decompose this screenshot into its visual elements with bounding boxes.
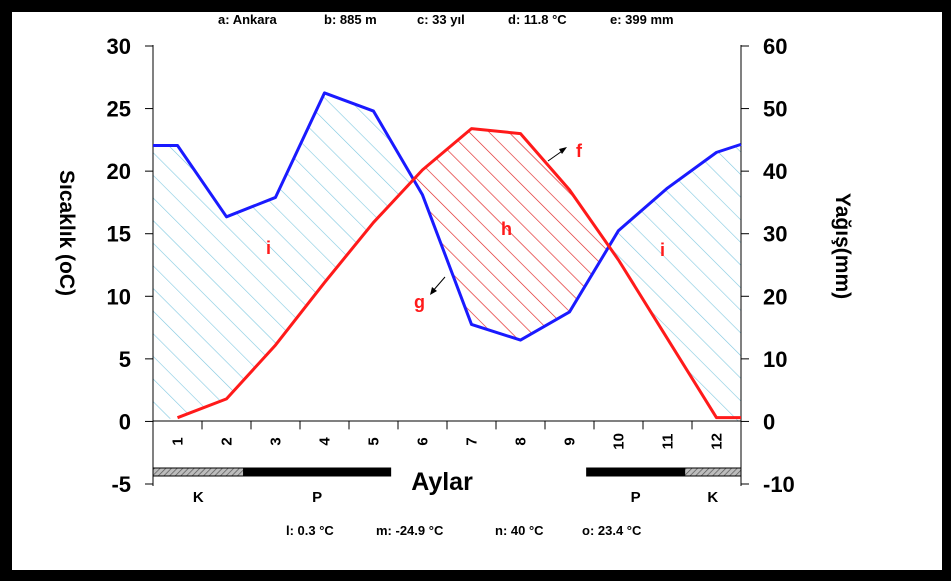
x-ticks: 1 2 3 4 5 6 7 8 9 10 11 12 [152, 421, 742, 450]
right-tick-label: 60 [763, 34, 787, 59]
humid-area [275, 92, 325, 346]
right-tick-label: 30 [763, 222, 787, 247]
month-label: 5 [366, 437, 383, 445]
series-lines [153, 91, 742, 420]
month-label: 10 [611, 433, 628, 450]
humid-area [667, 152, 717, 418]
season-label: K [707, 489, 718, 506]
header: a: Ankara b: 885 m c: 33 yıl d: 11.8 °C … [218, 12, 674, 27]
precipitation-line [153, 91, 742, 342]
humid-area [153, 145, 178, 422]
month-label: 8 [513, 437, 530, 445]
season-label: P [312, 489, 322, 506]
month-label: 6 [415, 437, 432, 445]
left-tick-label: 5 [119, 347, 131, 372]
season-bar-solid [243, 467, 392, 477]
arid-area [569, 189, 609, 312]
annotation-i-left: i [266, 238, 271, 258]
annotation-g-arrowhead [430, 287, 437, 295]
annotation-i-right: i [660, 240, 665, 260]
season-bar-hatched [684, 467, 742, 477]
header-mean-temp: d: 11.8 °C [508, 12, 567, 27]
header-annual-precip: e: 399 mm [610, 12, 674, 27]
left-tick-label: 30 [107, 34, 131, 59]
season-bar-solid [586, 467, 686, 477]
left-tick-label: 10 [107, 284, 131, 309]
right-tick-label: 0 [763, 409, 775, 434]
month-label: 4 [317, 437, 334, 446]
left-tick-label: 25 [107, 97, 131, 122]
season-label: K [193, 489, 204, 506]
shaded-areas [153, 92, 741, 422]
month-label: 1 [170, 437, 187, 445]
left-axis-title: Sıcaklık (oC) [55, 170, 78, 296]
left-tick-label: 20 [107, 159, 131, 184]
month-label: 11 [660, 433, 677, 449]
plot-axes [152, 45, 742, 486]
arid-area [520, 133, 570, 341]
humid-area [226, 197, 276, 399]
annotation-h: h [501, 219, 512, 239]
left-y-ticks: 30 25 20 15 10 5 0 -5 [107, 34, 153, 497]
arid-area [471, 128, 521, 341]
humid-area [618, 188, 668, 339]
humid-area [373, 111, 414, 223]
header-years: c: 33 yıl [417, 12, 465, 27]
temperature-line [176, 127, 741, 420]
season-label: P [631, 489, 641, 506]
footer-abs-min: m: -24.9 °C [376, 523, 444, 538]
month-label: 9 [562, 437, 579, 445]
right-tick-label: 20 [763, 284, 787, 309]
humid-area [608, 230, 619, 260]
humid-area [716, 144, 741, 422]
footer-max-temp: o: 23.4 °C [582, 523, 642, 538]
right-tick-label: 50 [763, 97, 787, 122]
x-axis-title: Aylar [411, 468, 473, 496]
annotation-f: f [576, 141, 583, 161]
month-label: 3 [268, 437, 285, 445]
season-bar-hatched [152, 467, 245, 477]
annotation-g: g [414, 292, 425, 312]
header-elevation: b: 885 m [324, 12, 377, 27]
right-tick-label: 10 [763, 347, 787, 372]
arid-area [422, 128, 472, 325]
header-station: a: Ankara [218, 12, 278, 27]
footer-abs-max: n: 40 °C [495, 523, 544, 538]
month-label: 12 [709, 433, 726, 450]
footer-min-temp: l: 0.3 °C [286, 523, 334, 538]
month-label: 2 [219, 437, 236, 445]
right-y-ticks: 60 50 40 30 20 10 0 -10 [741, 34, 795, 497]
left-tick-label: -5 [111, 472, 131, 497]
right-tick-label: -10 [763, 472, 795, 497]
left-tick-label: 0 [119, 409, 131, 434]
humid-area [177, 145, 227, 418]
month-label: 7 [464, 437, 481, 445]
annotation-f-arrowhead [559, 147, 567, 154]
right-tick-label: 40 [763, 159, 787, 184]
right-axis-title: Yağış(mm) [831, 193, 854, 299]
footer: l: 0.3 °C m: -24.9 °C n: 40 °C o: 23.4 °… [286, 523, 642, 538]
left-tick-label: 15 [107, 222, 131, 247]
annotations: f g h i i [266, 141, 665, 312]
